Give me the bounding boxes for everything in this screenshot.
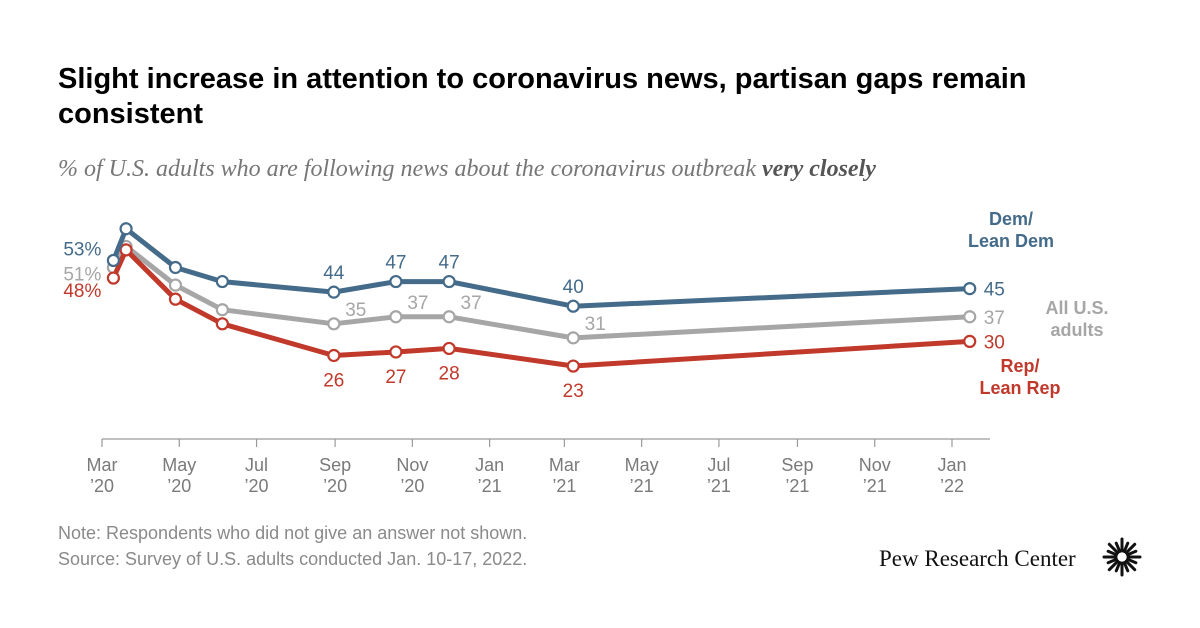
legend-label-rep: Lean Rep	[979, 378, 1060, 398]
x-tick-label: ’21	[785, 476, 809, 496]
footnotes: Note: Respondents who did not give an an…	[58, 520, 527, 572]
data-label-rep: 27	[385, 367, 406, 388]
data-point-rep	[566, 359, 580, 373]
x-tick-label: Mar	[549, 455, 580, 475]
data-point-all	[327, 317, 341, 331]
brand-name: Pew Research Center	[879, 546, 1076, 571]
subtitle-emphasis: very closely	[761, 156, 876, 182]
data-point-rep	[215, 317, 229, 331]
x-tick-label: Jan	[937, 455, 966, 475]
data-label-all: 37	[984, 308, 1005, 329]
data-point-dem	[566, 299, 580, 313]
data-point-all	[215, 303, 229, 317]
data-label-dem: 47	[439, 253, 460, 274]
legend-label-all: All U.S.	[1045, 298, 1108, 318]
legend-label-dem: Lean Dem	[968, 231, 1054, 251]
data-point-dem	[215, 274, 229, 289]
x-tick-label: Jan	[475, 455, 504, 475]
data-label-rep: 48%	[63, 281, 101, 302]
x-tick-label: Sep	[781, 455, 813, 475]
chart-title: Slight increase in attention to coronavi…	[58, 63, 1027, 130]
x-tick-label: May	[625, 455, 659, 475]
data-point-dem	[327, 285, 341, 299]
data-label-rep: 28	[439, 363, 460, 384]
note-text: Note: Respondents who did not give an an…	[58, 523, 528, 543]
data-label-dem: 53%	[63, 239, 101, 260]
data-point-rep	[389, 345, 403, 359]
x-tick-label: Mar	[87, 455, 118, 475]
x-tick-label: ’20	[167, 476, 191, 496]
legend-label-dem: Dem/	[989, 209, 1033, 229]
legend-label-all: adults	[1050, 320, 1103, 340]
subtitle-text: % of U.S. adults who are following news …	[58, 156, 762, 182]
data-point-all	[442, 310, 456, 324]
data-point-rep	[442, 341, 456, 356]
data-point-all	[566, 331, 580, 345]
data-point-dem	[442, 274, 456, 289]
data-point-all	[963, 310, 977, 324]
data-point-dem	[106, 253, 121, 268]
data-label-all: 35	[345, 300, 366, 321]
pew-logo-icon	[1102, 537, 1142, 577]
data-label-dem: 45	[984, 280, 1005, 301]
x-tick-label: Nov	[859, 455, 891, 475]
data-label-rep: 30	[984, 332, 1005, 353]
x-tick-label: ’21	[707, 476, 731, 496]
x-tick-label: ’21	[863, 476, 887, 496]
data-label-rep: 26	[323, 370, 344, 391]
chart-subtitle: % of U.S. adults who are following news …	[58, 156, 1158, 183]
data-point-rep	[168, 292, 183, 306]
data-label-all: 37	[407, 293, 428, 314]
data-point-rep	[119, 243, 133, 257]
x-tick-label: ’20	[90, 476, 114, 496]
legend-label-rep: Rep/	[1000, 356, 1039, 376]
data-point-all	[168, 278, 183, 292]
series-line-rep	[110, 247, 973, 369]
data-label-dem: 47	[385, 253, 406, 274]
data-point-dem	[963, 282, 977, 296]
data-point-all	[389, 310, 403, 324]
data-point-rep	[106, 271, 121, 285]
x-tick-label: Jul	[707, 455, 730, 475]
x-tick-label: ’21	[630, 476, 654, 496]
x-tick-label: ’22	[940, 476, 964, 496]
data-label-all: 31	[585, 314, 606, 335]
x-tick-label: ’21	[552, 476, 576, 496]
x-tick-label: Sep	[319, 455, 351, 475]
x-tick-label: ’20	[323, 476, 347, 496]
x-tick-label: ’20	[245, 476, 269, 496]
x-tick-label: Nov	[396, 455, 428, 475]
data-point-dem	[389, 274, 403, 289]
data-point-dem	[119, 222, 133, 236]
x-tick-label: ’21	[478, 476, 502, 496]
data-label-dem: 44	[323, 263, 345, 284]
series-line-dem	[110, 226, 973, 309]
source-text: Source: Survey of U.S. adults conducted …	[58, 549, 528, 569]
data-point-dem	[168, 260, 183, 275]
data-label-rep: 23	[563, 381, 584, 402]
x-tick-label: ’20	[400, 476, 424, 496]
data-label-all: 51%	[63, 264, 101, 285]
data-point-rep	[327, 348, 341, 363]
data-label-dem: 40	[563, 277, 584, 298]
x-tick-label: Jul	[245, 455, 268, 475]
x-tick-label: May	[162, 455, 196, 475]
data-point-rep	[963, 334, 977, 348]
data-label-all: 37	[461, 293, 482, 314]
